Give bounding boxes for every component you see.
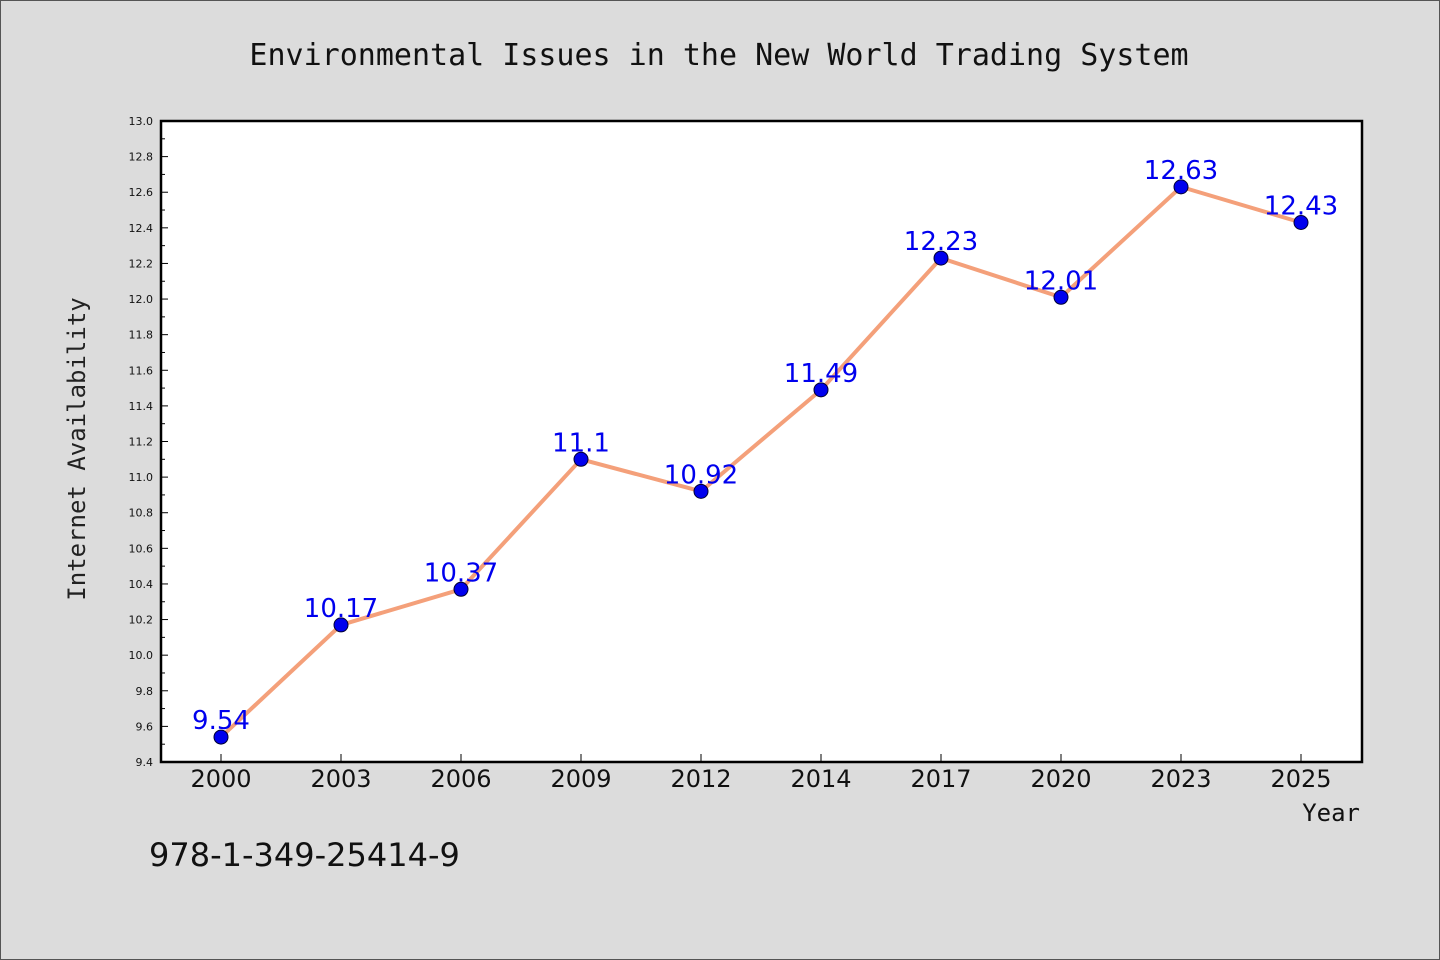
- x-tick-label: 2003: [310, 765, 371, 793]
- data-label: 10.17: [304, 594, 378, 624]
- plot-border: [159, 119, 1364, 764]
- y-axis: 9.4 9.6 9.8 10.0 10.2 10.4 10.6 10.8 11.0 11.2 11.…: [129, 115, 168, 769]
- series-line: [219, 184, 1302, 739]
- data-label: 9.54: [192, 706, 250, 736]
- data-label: 10.37: [424, 558, 498, 588]
- data-point: [453, 581, 469, 597]
- data-point: [1293, 214, 1309, 230]
- x-tick-label: 2014: [790, 765, 851, 793]
- y-tick-label: 10.6: [129, 542, 154, 555]
- data-point: [1173, 179, 1189, 195]
- y-axis-label: Internet Availability: [63, 297, 91, 600]
- y-tick-label: 10.2: [129, 614, 154, 627]
- data-point: [693, 483, 709, 499]
- y-tick-label: 12.2: [129, 257, 154, 270]
- data-point: [333, 617, 349, 633]
- y-tick-label: 10.8: [129, 507, 154, 520]
- x-tick-label: 2017: [910, 765, 971, 793]
- data-point: [573, 451, 589, 467]
- data-label: 11.1: [552, 428, 610, 458]
- y-tick-label: 11.2: [129, 436, 154, 449]
- data-label: 11.49: [784, 359, 858, 389]
- x-tick-label: 2000: [190, 765, 251, 793]
- y-tick-label: 11.4: [129, 400, 154, 413]
- y-tick-label: 9.4: [136, 756, 154, 769]
- data-point: [1053, 289, 1069, 305]
- data-point: [213, 729, 229, 745]
- data-label: 12.23: [904, 227, 978, 257]
- y-tick-label: 11.8: [129, 329, 154, 342]
- x-axis-label: Year: [1302, 799, 1360, 827]
- y-tick-label: 12.0: [129, 293, 154, 306]
- x-axis: 2000 2003 2006 2009 2012 2014 2017 2020 2023 2025: [190, 754, 1332, 793]
- y-tick-label: 11.6: [129, 364, 154, 377]
- data-point: [813, 382, 829, 398]
- x-tick-label: 2020: [1030, 765, 1091, 793]
- y-tick-label: 13.0: [129, 115, 154, 128]
- x-tick-label: 2023: [1150, 765, 1211, 793]
- y-tick-label: 12.6: [129, 186, 154, 199]
- isbn-text: 978-1-349-25414-9: [149, 836, 460, 874]
- series-group: 9.54 10.17 10.37 11.1 10.92 11.49 12.23 12.01 12…: [192, 156, 1338, 745]
- data-label: 12.43: [1264, 191, 1338, 221]
- y-tick-label: 9.6: [136, 720, 154, 733]
- y-tick-label: 11.0: [129, 471, 154, 484]
- y-tick-label: 9.8: [136, 685, 154, 698]
- data-label: 12.63: [1144, 156, 1218, 186]
- y-tick-label: 12.8: [129, 151, 154, 164]
- chart-title: Environmental Issues in the New World Tr…: [249, 38, 1188, 73]
- x-tick-label: 2012: [670, 765, 731, 793]
- x-tick-label: 2006: [430, 765, 491, 793]
- x-tick-label: 2009: [550, 765, 611, 793]
- data-label: 10.92: [664, 460, 738, 490]
- data-point: [933, 250, 949, 266]
- data-label: 12.01: [1024, 266, 1098, 296]
- y-tick-label: 10.4: [129, 578, 154, 591]
- x-tick-label: 2025: [1270, 765, 1331, 793]
- y-tick-label: 12.4: [129, 222, 154, 235]
- y-tick-label: 10.0: [129, 649, 154, 662]
